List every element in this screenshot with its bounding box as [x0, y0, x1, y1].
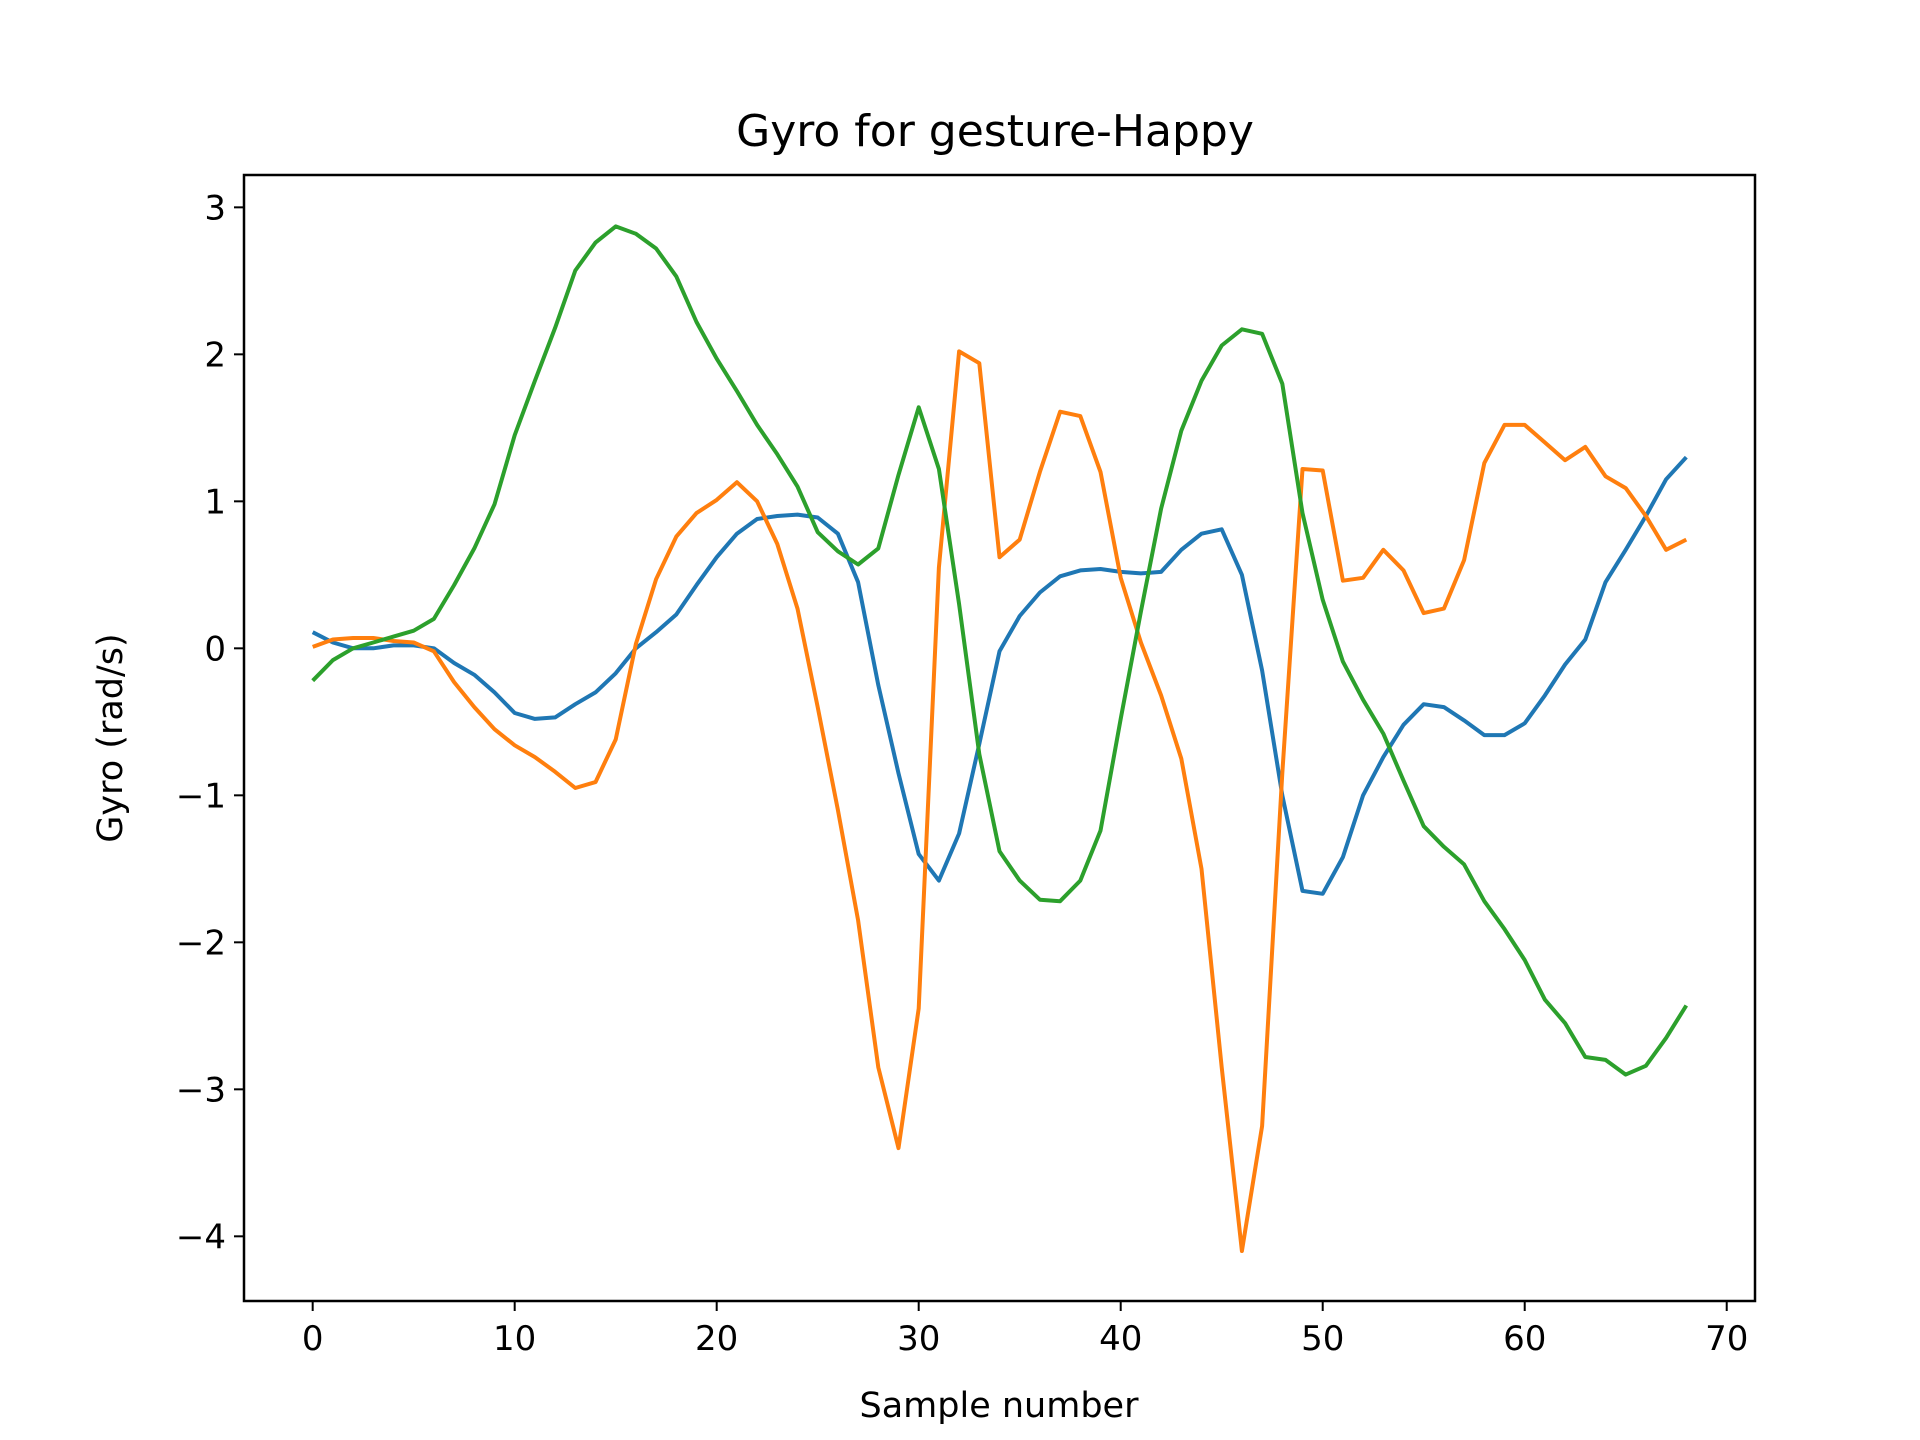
x-tick-label: 40: [1099, 1319, 1142, 1359]
x-tick-label: 20: [695, 1319, 738, 1359]
series-line-3: [311, 224, 1688, 1077]
y-tick-label: 2: [204, 335, 226, 375]
series-line-1: [311, 455, 1688, 896]
axis-ticks: 0 10 20 30 40 50 60 70 −4 −3 −2 −1 0 1 2 3: [176, 188, 1748, 1359]
x-tick-label: 10: [493, 1319, 536, 1359]
y-tick-label: −3: [176, 1070, 226, 1110]
x-axis-label: Sample number: [860, 1386, 1140, 1426]
y-axis-label: Gyro (rad/s): [91, 633, 131, 842]
chart-title: Gyro for gesture-Happy: [736, 106, 1254, 157]
x-tick-label: 70: [1705, 1319, 1748, 1359]
series-line-2: [312, 349, 1688, 1253]
x-tick-label: 50: [1301, 1319, 1344, 1359]
y-tick-label: −4: [176, 1217, 226, 1257]
y-tick-label: 0: [204, 629, 226, 669]
y-tick-label: −1: [176, 776, 226, 816]
x-tick-label: 60: [1503, 1319, 1546, 1359]
y-tick-label: 1: [204, 482, 226, 522]
plot-area: [311, 224, 1688, 1253]
x-tick-label: 30: [897, 1319, 940, 1359]
plot-frame: [242, 173, 1757, 1303]
x-tick-label: 0: [302, 1319, 324, 1359]
y-tick-label: 3: [204, 188, 226, 228]
y-tick-label: −2: [176, 923, 226, 963]
